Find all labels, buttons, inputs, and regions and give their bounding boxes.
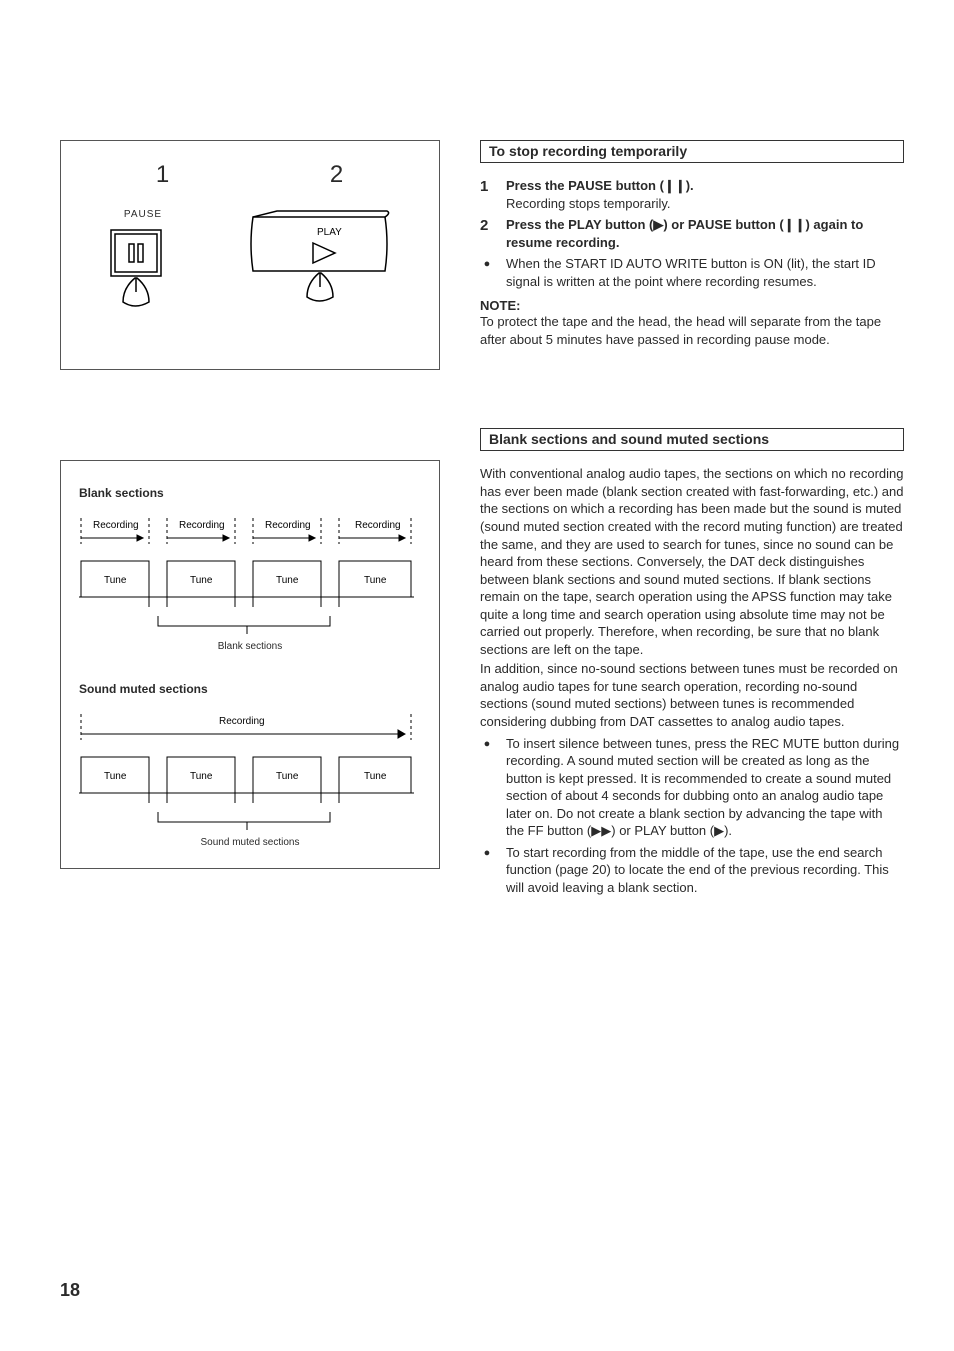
figure-pause-play: 1 2 PAUSE — [60, 140, 440, 370]
pause-icon — [103, 224, 183, 314]
step-1-desc: Recording stops temporarily. — [506, 196, 671, 211]
svg-text:Recording: Recording — [179, 520, 225, 531]
section2-bullet2: To start recording from the middle of th… — [506, 844, 904, 897]
svg-text:Recording: Recording — [265, 520, 311, 531]
step-2-number: 2 — [480, 216, 494, 251]
section2-para2: In addition, since no-sound sections bet… — [480, 660, 904, 730]
step-2-title: Press the PLAY button (▶) or PAUSE butto… — [506, 217, 863, 250]
left-column: 1 2 PAUSE — [60, 60, 440, 959]
figure-blank-sections: Blank sections — [60, 460, 440, 869]
step-1-number: 1 — [480, 177, 494, 212]
svg-text:Tune: Tune — [276, 575, 299, 586]
section1-bullet1: When the START ID AUTO WRITE button is O… — [506, 255, 904, 290]
svg-text:Recording: Recording — [355, 520, 401, 531]
play-text: PLAY — [317, 227, 342, 238]
play-button-illustration: PLAY — [247, 209, 397, 322]
bullet-icon: ● — [480, 735, 494, 840]
blank-arrows: Recording Recording Recording Recording — [79, 518, 414, 550]
note-text: To protect the tape and the head, the he… — [480, 313, 904, 348]
pause-label: PAUSE — [103, 209, 183, 220]
bullet-icon: ● — [480, 844, 494, 897]
right-column: To stop recording temporarily 1 Press th… — [480, 60, 904, 959]
figure-step-2: 2 — [330, 161, 344, 189]
heading-blank-sections: Blank sections and sound muted sections — [480, 428, 904, 451]
svg-text:Tune: Tune — [364, 771, 387, 782]
sound-arrow: Recording — [79, 714, 414, 746]
bullet-icon: ● — [480, 255, 494, 290]
sound-tune-track: Tune Tune Tune Tune — [79, 749, 414, 809]
section2-para1: With conventional analog audio tapes, th… — [480, 465, 904, 658]
section2-bullet1: To insert silence between tunes, press t… — [506, 735, 904, 840]
pause-button-illustration: PAUSE — [103, 209, 183, 317]
svg-text:Tune: Tune — [190, 771, 213, 782]
step-1-title: Press the PAUSE button (❙❙). — [506, 178, 694, 193]
svg-text:Recording: Recording — [219, 716, 265, 727]
svg-text:Recording: Recording — [93, 520, 139, 531]
blank-tune-track: Tune Tune Tune Tune — [79, 553, 414, 613]
svg-text:Tune: Tune — [104, 575, 127, 586]
blank-sections-heading: Blank sections — [79, 486, 421, 500]
cassette-play-icon: PLAY — [247, 209, 397, 319]
svg-text:Tune: Tune — [276, 771, 299, 782]
figure-step-1: 1 — [156, 161, 170, 189]
page-number: 18 — [60, 1280, 80, 1301]
svg-text:Tune: Tune — [364, 575, 387, 586]
svg-text:Tune: Tune — [104, 771, 127, 782]
sound-muted-heading: Sound muted sections — [79, 682, 421, 696]
svg-text:Tune: Tune — [190, 575, 213, 586]
note-label: NOTE: — [480, 298, 904, 313]
heading-stop-recording: To stop recording temporarily — [480, 140, 904, 163]
